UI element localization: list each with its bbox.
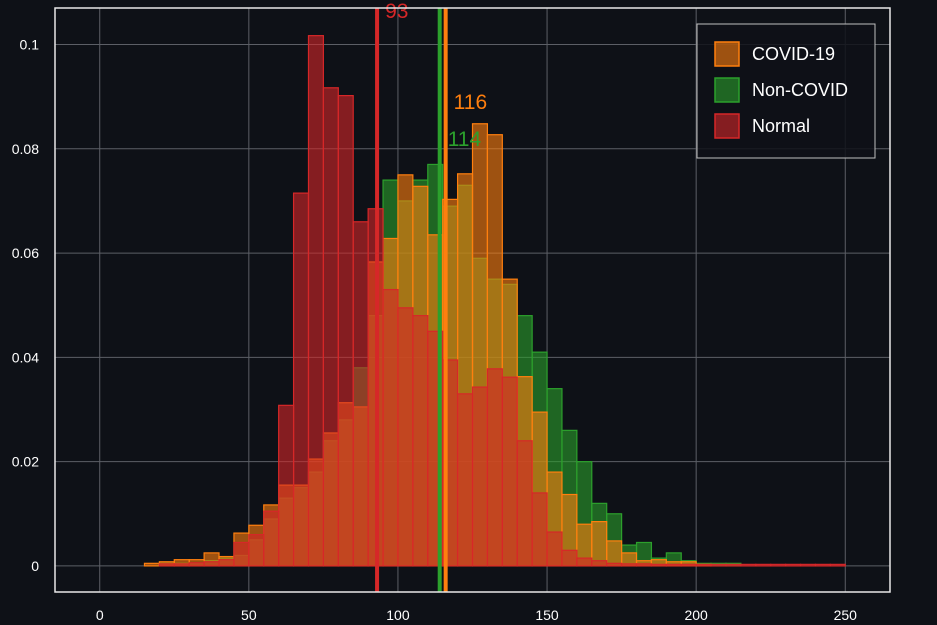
- histogram-bar: [680, 563, 697, 567]
- histogram-bar: [382, 288, 399, 567]
- x-tick-label: 100: [386, 607, 410, 623]
- legend-swatch: [714, 41, 740, 67]
- histogram-bar: [531, 492, 548, 567]
- histogram-bar: [665, 563, 682, 567]
- histogram-bar: [546, 531, 563, 567]
- histogram-bar: [248, 534, 265, 567]
- histogram-bar: [606, 540, 623, 567]
- histogram-bar: [501, 376, 518, 567]
- plot-frame: [54, 7, 891, 593]
- legend-swatch: [714, 77, 740, 103]
- legend: COVID-19 Non-COVID Normal: [696, 23, 876, 159]
- histogram-bar: [412, 315, 429, 567]
- histogram-bar: [516, 440, 533, 567]
- histogram-bar: [263, 510, 280, 567]
- y-tick-label: 0.06: [12, 245, 39, 261]
- histogram-bar: [591, 521, 608, 567]
- histogram-bar: [456, 393, 474, 567]
- mean-value-label: 93: [385, 0, 408, 23]
- histogram-bar: [710, 563, 727, 567]
- legend-label: Normal: [752, 116, 810, 136]
- histogram-bar: [695, 563, 712, 567]
- legend-label: Non-COVID: [752, 80, 848, 100]
- histogram-bar: [561, 549, 578, 567]
- histogram-bar: [471, 386, 489, 567]
- histogram-bar: [397, 307, 414, 567]
- x-tick-label: 50: [241, 607, 257, 623]
- histogram-bar: [158, 563, 175, 567]
- histogram-bar: [799, 563, 817, 567]
- histogram-bar: [591, 560, 608, 567]
- histogram-bar: [606, 562, 623, 567]
- histogram-bar: [143, 562, 160, 567]
- histogram-bar: [292, 192, 310, 567]
- y-tick-label: 0.02: [12, 454, 39, 470]
- histogram-bar: [173, 563, 190, 567]
- y-tick-label: 0.1: [20, 37, 40, 53]
- histogram-bar: [218, 559, 235, 567]
- mean-value-label: 116: [454, 91, 487, 114]
- histogram-bar: [322, 87, 339, 567]
- histogram-bar: [352, 221, 369, 567]
- x-tick-label: 0: [96, 607, 104, 623]
- histogram-bar: [740, 563, 757, 567]
- histogram-bar: [486, 368, 503, 567]
- axis-ticks: 0 50 100 150 200 250 0 0.02 0.04 0.06 0.08 0.1: [12, 37, 857, 624]
- histogram-bar: [755, 563, 772, 567]
- mean-lines: 93 114 116: [375, 0, 487, 592]
- histogram-bar: [814, 563, 831, 567]
- histogram-bar: [785, 563, 802, 567]
- y-tick-label: 0.04: [12, 349, 39, 365]
- x-tick-label: 150: [535, 607, 559, 623]
- x-tick-label: 200: [684, 607, 708, 623]
- histogram-bar: [203, 561, 220, 567]
- mean-value-label: 114: [448, 128, 482, 151]
- y-tick-label: 0.08: [12, 141, 39, 157]
- histogram-bar: [576, 557, 593, 567]
- histogram-bar: [621, 563, 638, 567]
- histogram-bar: [233, 541, 250, 567]
- histogram-bar: [278, 404, 295, 567]
- histogram-bar: [829, 563, 846, 567]
- histogram-bar: [188, 562, 205, 567]
- histogram-bar: [650, 563, 667, 567]
- x-tick-label: 250: [834, 607, 858, 623]
- histogram-bar: [337, 94, 354, 567]
- histogram-bar: [770, 563, 787, 567]
- legend-swatch: [714, 113, 740, 139]
- histogram-bar: [307, 35, 324, 567]
- histogram-bar: [635, 563, 653, 567]
- legend-label: COVID-19: [752, 44, 835, 64]
- y-tick-label: 0: [31, 558, 39, 574]
- histogram-bar: [725, 563, 742, 567]
